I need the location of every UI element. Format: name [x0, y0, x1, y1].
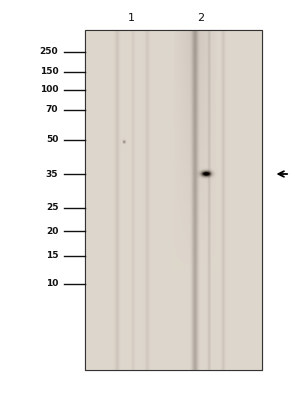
Text: 15: 15 [46, 252, 58, 260]
Bar [85, 30, 262, 370]
Text: 20: 20 [46, 227, 58, 236]
Text: 250: 250 [40, 48, 58, 56]
Text: 2: 2 [197, 13, 204, 23]
Text: 10: 10 [46, 280, 58, 288]
Text: 150: 150 [40, 68, 58, 76]
Bar [85, 30, 262, 370]
Text: 50: 50 [46, 136, 58, 144]
Text: 70: 70 [46, 106, 58, 114]
Text: 35: 35 [46, 170, 58, 178]
Text: 100: 100 [40, 86, 58, 94]
Text: 25: 25 [46, 204, 58, 212]
Text: 1: 1 [128, 13, 135, 23]
